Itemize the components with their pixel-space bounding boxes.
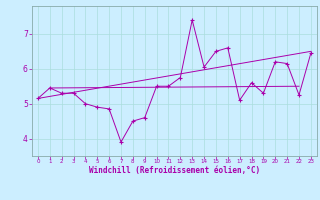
X-axis label: Windchill (Refroidissement éolien,°C): Windchill (Refroidissement éolien,°C) (89, 166, 260, 175)
